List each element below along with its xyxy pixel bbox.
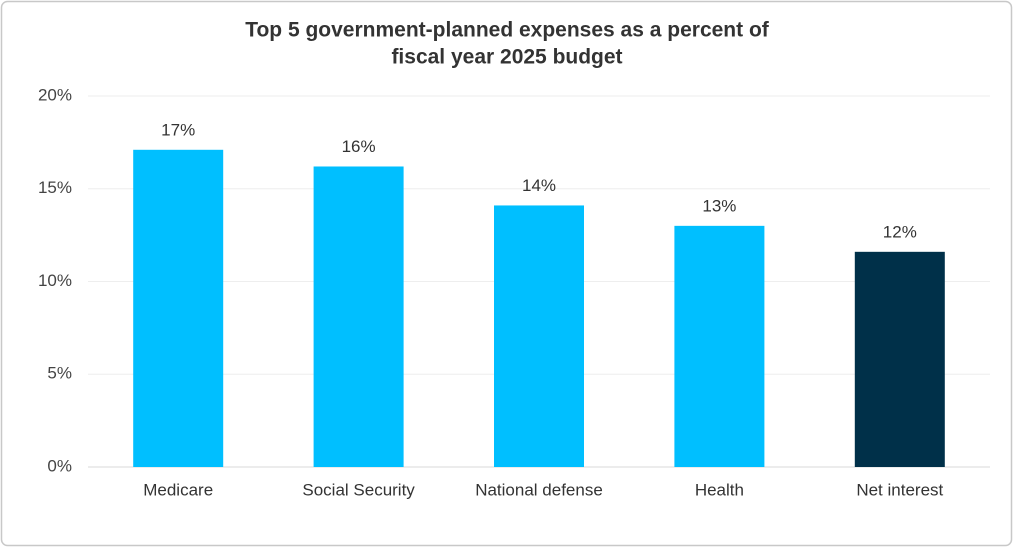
chart-title: Top 5 government-planned expenses as a p… <box>245 19 770 42</box>
value-label: 17% <box>161 120 195 139</box>
y-tick-label: 5% <box>47 364 72 383</box>
bar <box>313 166 404 468</box>
bar <box>133 149 224 468</box>
bar <box>674 225 765 467</box>
y-tick-label: 15% <box>38 178 72 197</box>
value-label: 14% <box>522 176 556 195</box>
value-label: 16% <box>342 137 376 156</box>
bar <box>854 251 945 467</box>
x-tick-label: Medicare <box>143 480 213 499</box>
bar <box>494 205 584 467</box>
x-tick-label: Social Security <box>302 480 415 499</box>
y-tick-label: 10% <box>38 271 72 290</box>
y-tick-label: 20% <box>38 85 72 104</box>
value-label: 13% <box>702 196 736 215</box>
x-tick-label: Net interest <box>856 480 943 499</box>
x-tick-label: National defense <box>475 480 603 499</box>
x-tick-label: Health <box>695 480 744 499</box>
chart-title: fiscal year 2025 budget <box>391 46 622 69</box>
y-tick-label: 0% <box>47 456 72 475</box>
value-label: 12% <box>883 222 917 241</box>
